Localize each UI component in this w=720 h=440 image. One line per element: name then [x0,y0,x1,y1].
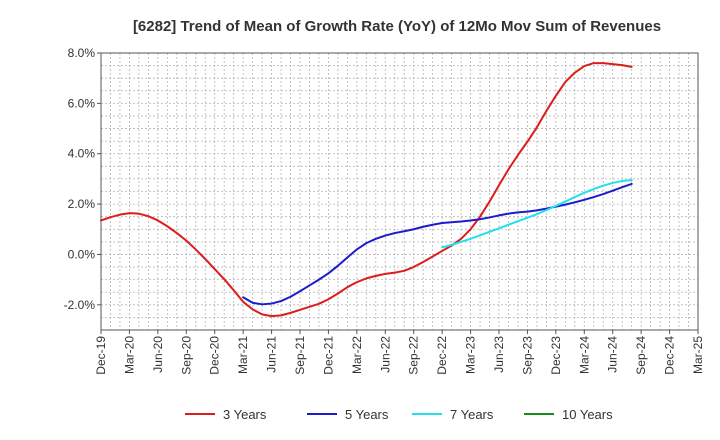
grid [101,53,698,331]
x-axis: Dec-19 Mar-20 Jun-20 Sep-20 Dec-20 Mar-21 Jun-… [94,330,705,375]
x-tick-label: Mar-20 [122,336,136,374]
y-tick-label: -2.0% [64,298,96,312]
series-line-5-years [242,182,633,306]
legend-label-3-years: 3 Years [223,407,267,422]
y-tick-label: 6.0% [68,96,96,110]
x-tick-label: Dec-22 [435,336,449,375]
x-tick-label: Dec-23 [549,336,563,375]
x-tick-label: Jun-20 [151,336,165,373]
series-line-7-years [441,179,633,249]
x-tick-label: Mar-25 [691,336,705,374]
x-tick-label: Jun-24 [606,336,620,373]
y-tick-label: 4.0% [68,147,96,161]
y-tick-label: 2.0% [68,197,96,211]
x-tick-label: Jun-22 [378,336,392,373]
legend-label-10-years: 10 Years [562,407,613,422]
x-tick-label: Sep-20 [179,336,193,375]
x-tick-label: Sep-24 [634,336,648,375]
legend-label-5-years: 5 Years [345,407,389,422]
series-line-3-years [100,62,633,318]
x-tick-label: Mar-21 [236,336,250,374]
legend-label-7-years: 7 Years [450,407,494,422]
x-tick-label: Mar-22 [350,336,364,374]
x-tick-label: Dec-19 [94,336,108,375]
y-tick-label: 0.0% [68,247,96,261]
x-tick-label: Sep-21 [293,336,307,375]
legend: 3 Years 5 Years 7 Years 10 Years [185,407,613,422]
plot-area [100,52,699,331]
x-tick-label: Mar-23 [464,336,478,374]
x-tick-label: Sep-23 [520,336,534,375]
x-tick-label: Mar-24 [577,336,591,374]
x-tick-label: Dec-24 [663,336,677,375]
x-tick-label: Dec-20 [208,336,222,375]
x-tick-label: Jun-21 [265,336,279,373]
y-axis: -2.0% 0.0% 2.0% 4.0% 6.0% 8.0% [64,46,101,312]
y-tick-label: 8.0% [68,46,96,60]
x-tick-label: Jun-23 [492,336,506,373]
x-tick-label: Sep-22 [407,336,421,375]
series-group [100,62,633,318]
x-tick-label: Dec-21 [321,336,335,375]
chart-title: [6282] Trend of Mean of Growth Rate (YoY… [133,18,661,35]
